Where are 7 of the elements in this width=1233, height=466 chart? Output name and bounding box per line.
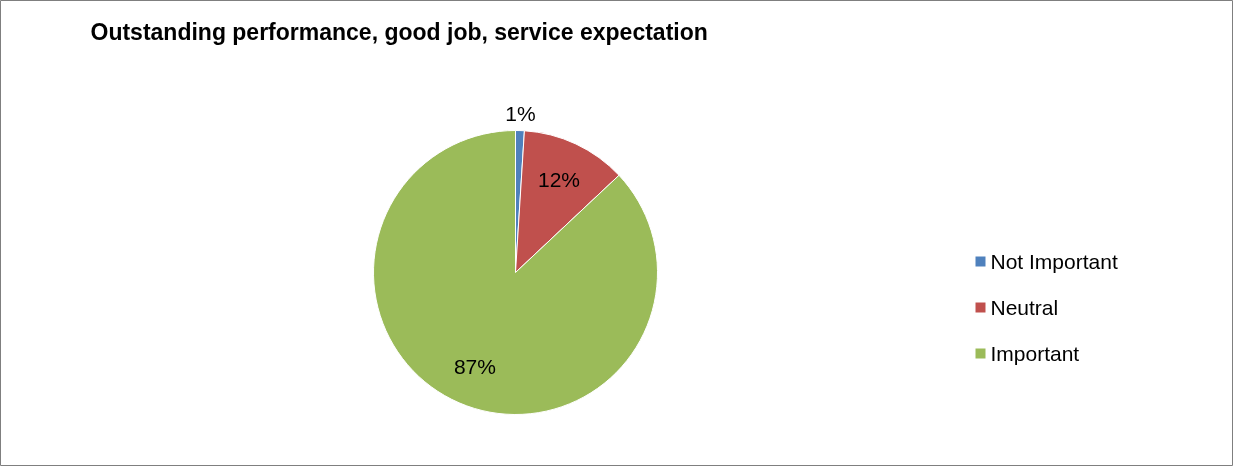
legend-label: Neutral (990, 296, 1059, 319)
legend-label: Not Important (990, 250, 1118, 273)
data-label: 1% (505, 102, 536, 126)
data-label: 87% (453, 354, 496, 378)
data-label: 12% (538, 168, 581, 192)
legend-label: Important (990, 342, 1080, 365)
chart-title: Outstanding performance, good job, service expectation (90, 18, 708, 45)
